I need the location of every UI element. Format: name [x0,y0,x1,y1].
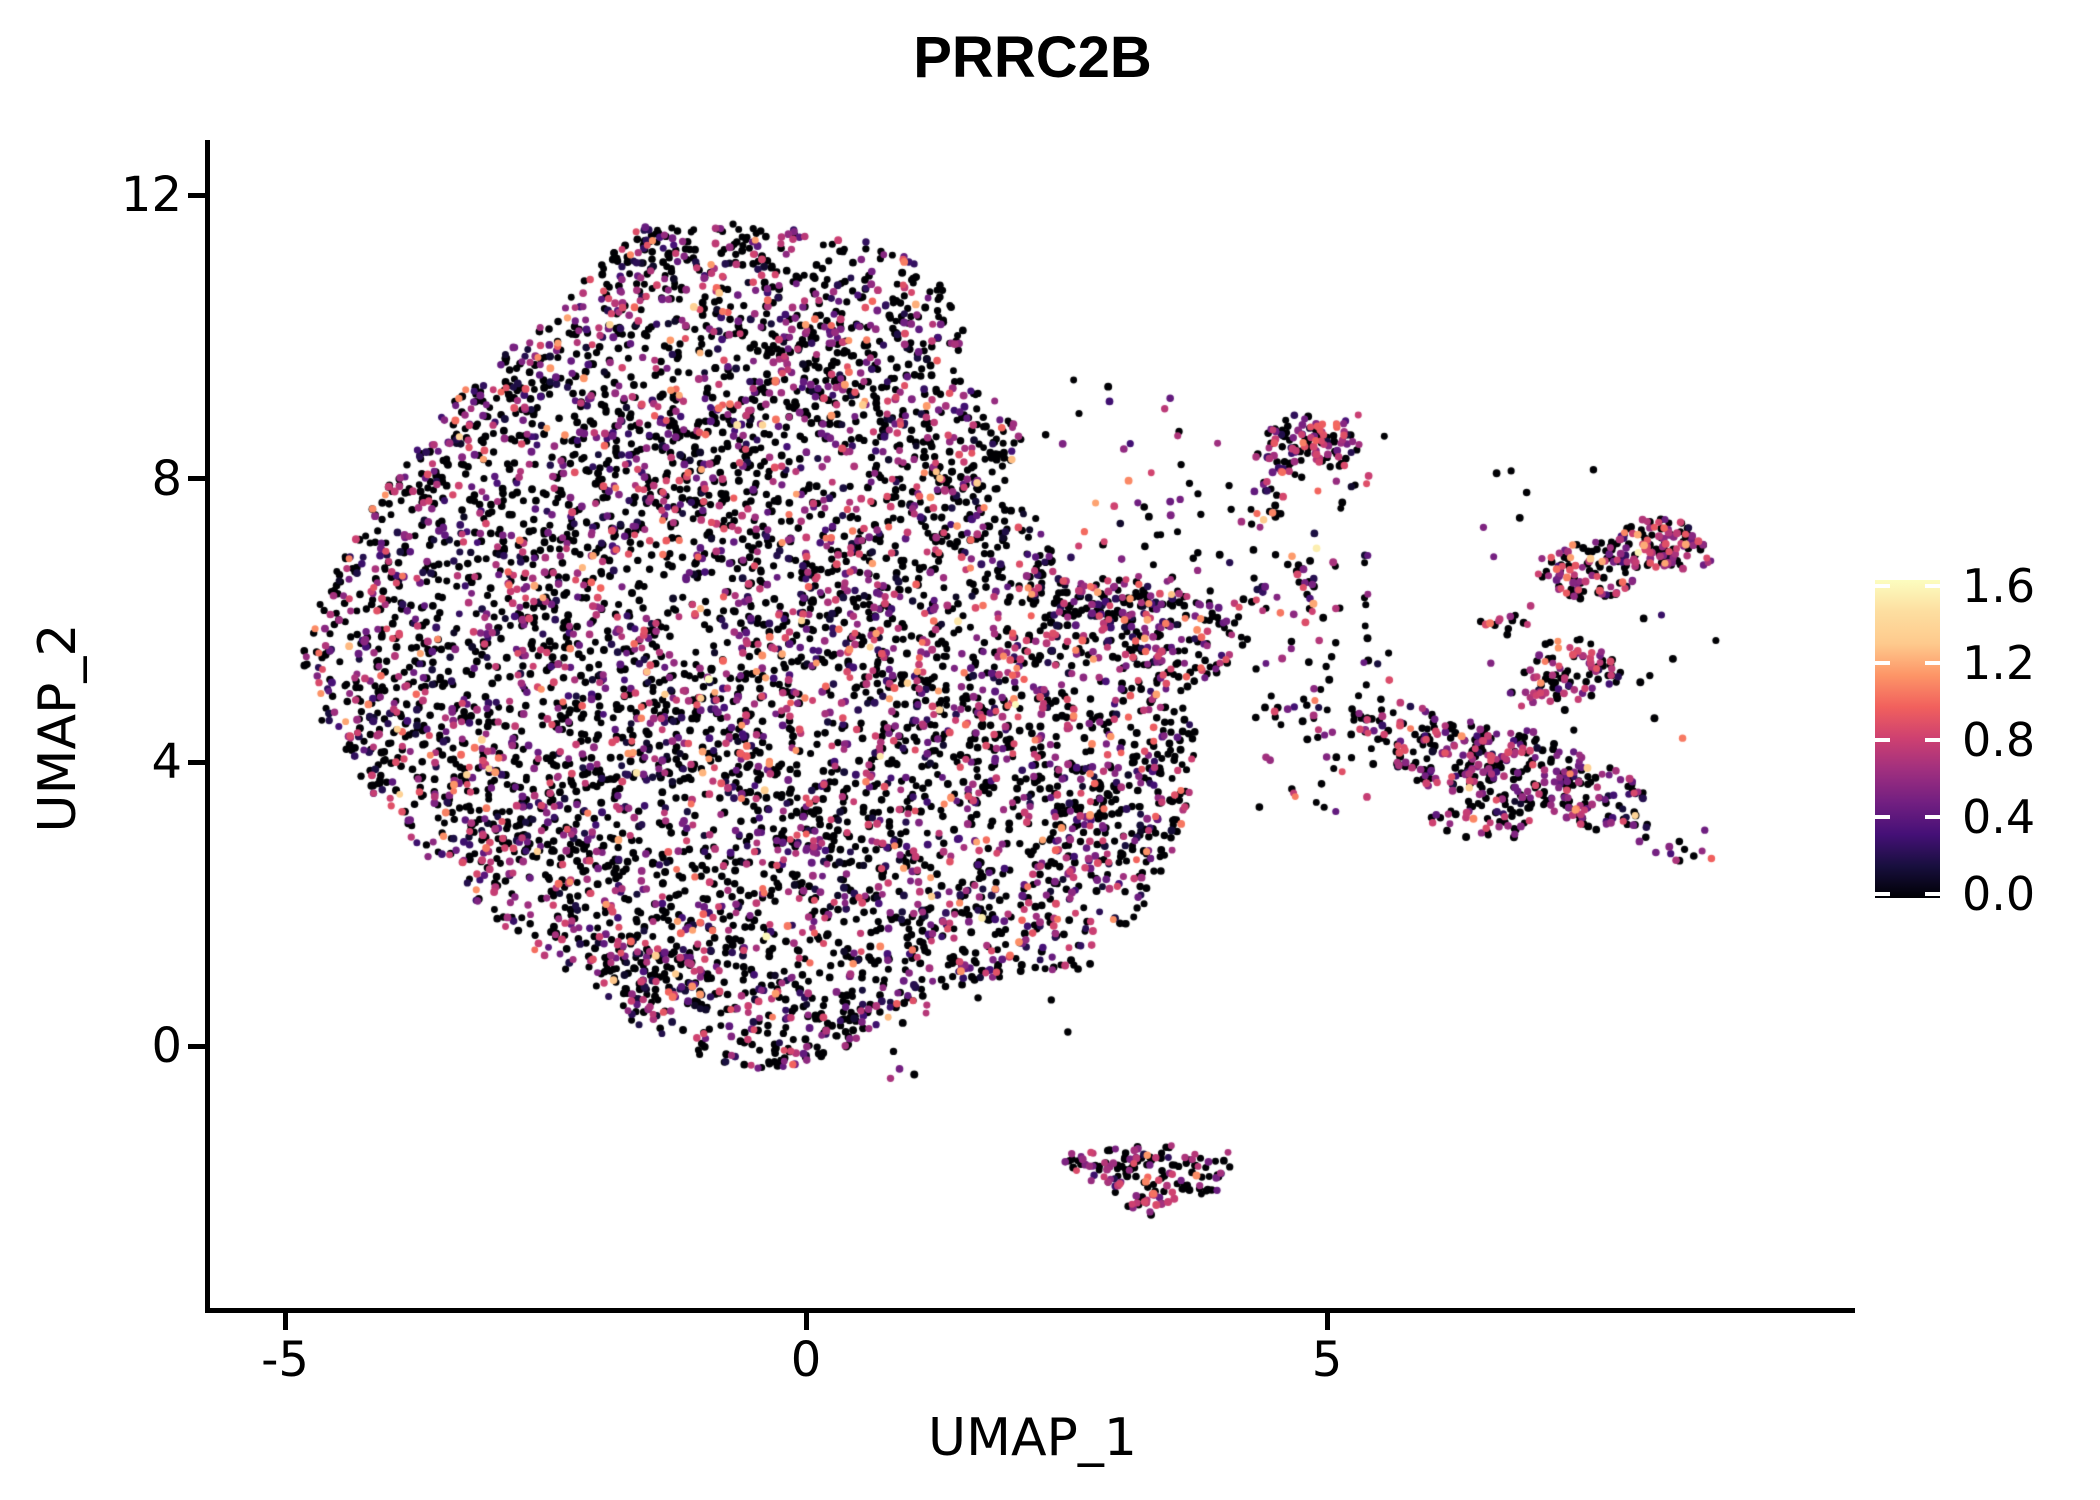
x-tick-label: -5 [261,1332,309,1388]
x-tick-mark [1324,1313,1330,1330]
colorbar-tick-label: 0.0 [1962,867,2036,921]
colorbar-tick [1925,815,1940,819]
y-tick-label: 0 [151,1018,182,1074]
colorbar-tick-label: 0.8 [1962,713,2036,767]
x-axis-line [205,1308,1855,1313]
y-tick-mark [188,1043,205,1049]
x-tick-label: 0 [790,1332,822,1388]
x-axis-title: UMAP_1 [928,1408,1137,1468]
colorbar-tick [1875,584,1890,588]
page-title: PRRC2B [913,25,1152,90]
y-axis-title: UMAP_2 [28,623,88,833]
x-tick-label: 5 [1311,1332,1343,1388]
colorbar-tick [1875,815,1890,819]
colorbar-tick-label: 1.6 [1962,559,2036,613]
colorbar-tick-label: 1.2 [1962,636,2036,690]
y-tick-label: 4 [151,734,182,791]
y-tick-mark [188,476,205,482]
colorbar-tick [1925,584,1940,588]
colorbar-tick [1875,738,1890,742]
colorbar-tick-label: 0.4 [1962,790,2036,844]
y-tick-label: 12 [120,167,182,224]
colorbar-tick [1875,661,1890,665]
colorbar-tick [1925,738,1940,742]
colorbar-tick [1875,892,1890,896]
x-tick-mark [803,1313,809,1330]
y-tick-label: 8 [151,450,182,507]
umap-scatter-canvas[interactable] [210,140,1855,1308]
y-tick-mark [188,192,205,198]
colorbar-tick [1925,892,1940,896]
colorbar-tick [1925,661,1940,665]
x-tick-mark [282,1313,288,1330]
y-axis-line [205,140,210,1313]
y-tick-mark [188,759,205,765]
